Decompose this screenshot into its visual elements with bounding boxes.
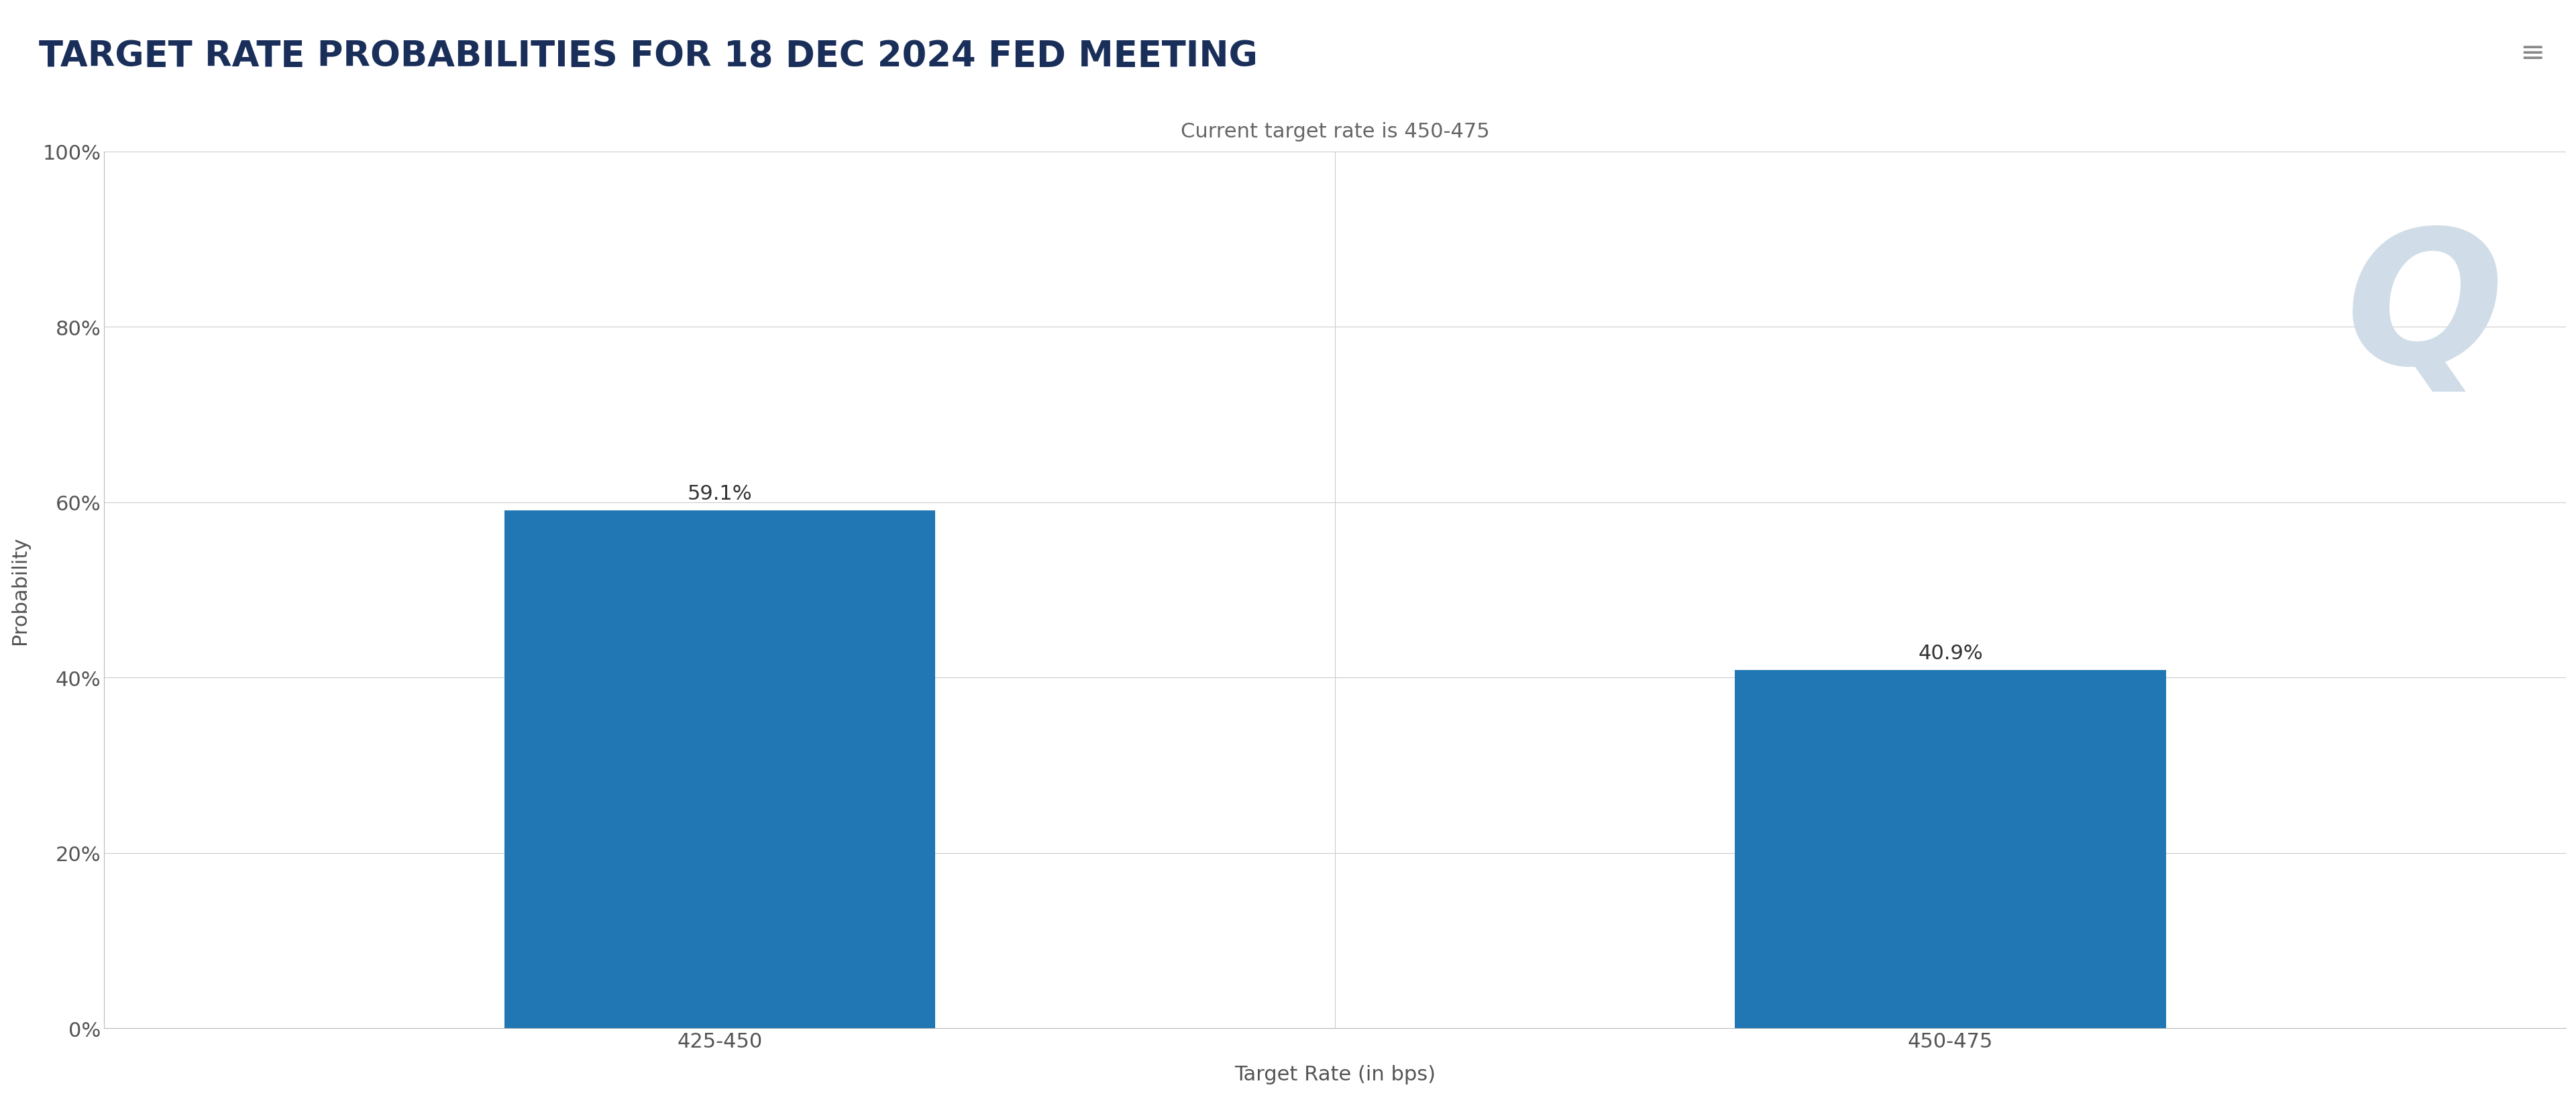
Text: TARGET RATE PROBABILITIES FOR 18 DEC 2024 FED MEETING: TARGET RATE PROBABILITIES FOR 18 DEC 202…: [39, 39, 1257, 74]
Bar: [505, 510, 935, 1029]
Text: 40.9%: 40.9%: [1919, 644, 1984, 663]
Y-axis label: Probability: Probability: [10, 536, 28, 644]
Text: 59.1%: 59.1%: [688, 484, 752, 503]
Text: ≡: ≡: [2519, 39, 2545, 68]
Bar: [1736, 670, 2166, 1029]
Text: Q: Q: [2347, 222, 2504, 403]
Title: Current target rate is 450-475: Current target rate is 450-475: [1180, 122, 1489, 141]
X-axis label: Target Rate (in bps): Target Rate (in bps): [1234, 1065, 1435, 1084]
